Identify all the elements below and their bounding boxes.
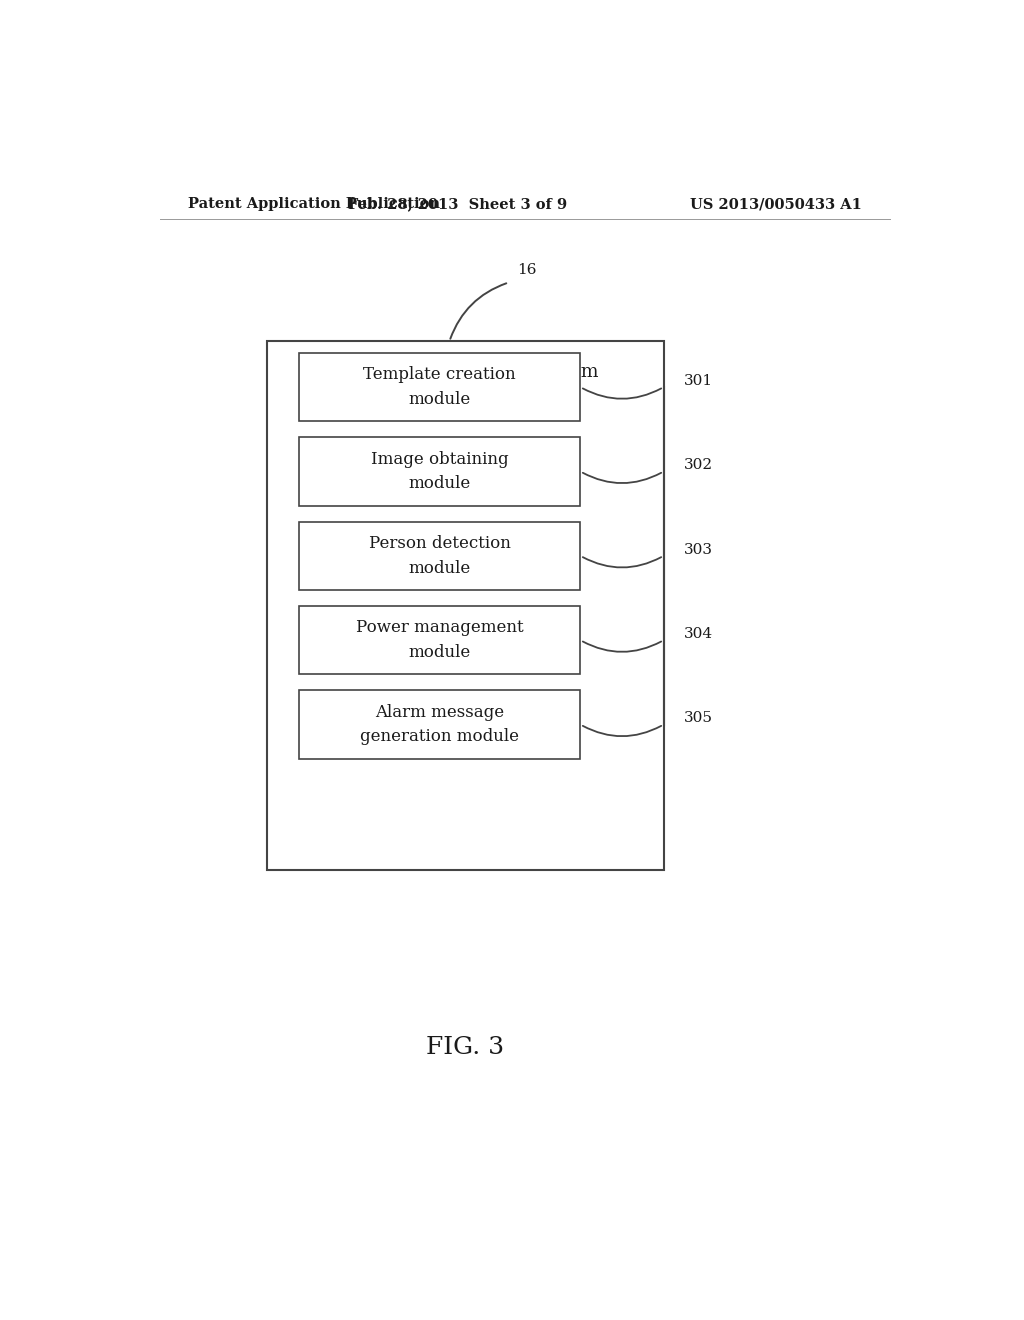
Text: Template creation
module: Template creation module	[364, 366, 516, 408]
Text: Feb. 28, 2013  Sheet 3 of 9: Feb. 28, 2013 Sheet 3 of 9	[348, 197, 567, 211]
Text: 304: 304	[684, 627, 713, 642]
Bar	[299, 690, 581, 759]
Text: Power management
module: Power management module	[355, 619, 523, 661]
Bar	[267, 342, 664, 870]
Text: 16: 16	[517, 263, 537, 277]
Text: FIG. 3: FIG. 3	[426, 1036, 505, 1059]
Text: US 2013/0050433 A1: US 2013/0050433 A1	[690, 197, 862, 211]
Text: Patent Application Publication: Patent Application Publication	[187, 197, 439, 211]
Text: 303: 303	[684, 543, 713, 557]
Text: 301: 301	[684, 374, 713, 388]
Bar	[299, 437, 581, 506]
Bar	[299, 606, 581, 675]
Text: 302: 302	[684, 458, 713, 473]
Text: Alarm message
generation module: Alarm message generation module	[360, 704, 519, 746]
Bar	[299, 352, 581, 421]
Text: Image obtaining
module: Image obtaining module	[371, 450, 508, 492]
Text: 305: 305	[684, 711, 713, 726]
Text: Person detection
module: Person detection module	[369, 535, 510, 577]
Text: Parking unit monitoring system: Parking unit monitoring system	[300, 363, 599, 381]
Bar	[299, 521, 581, 590]
